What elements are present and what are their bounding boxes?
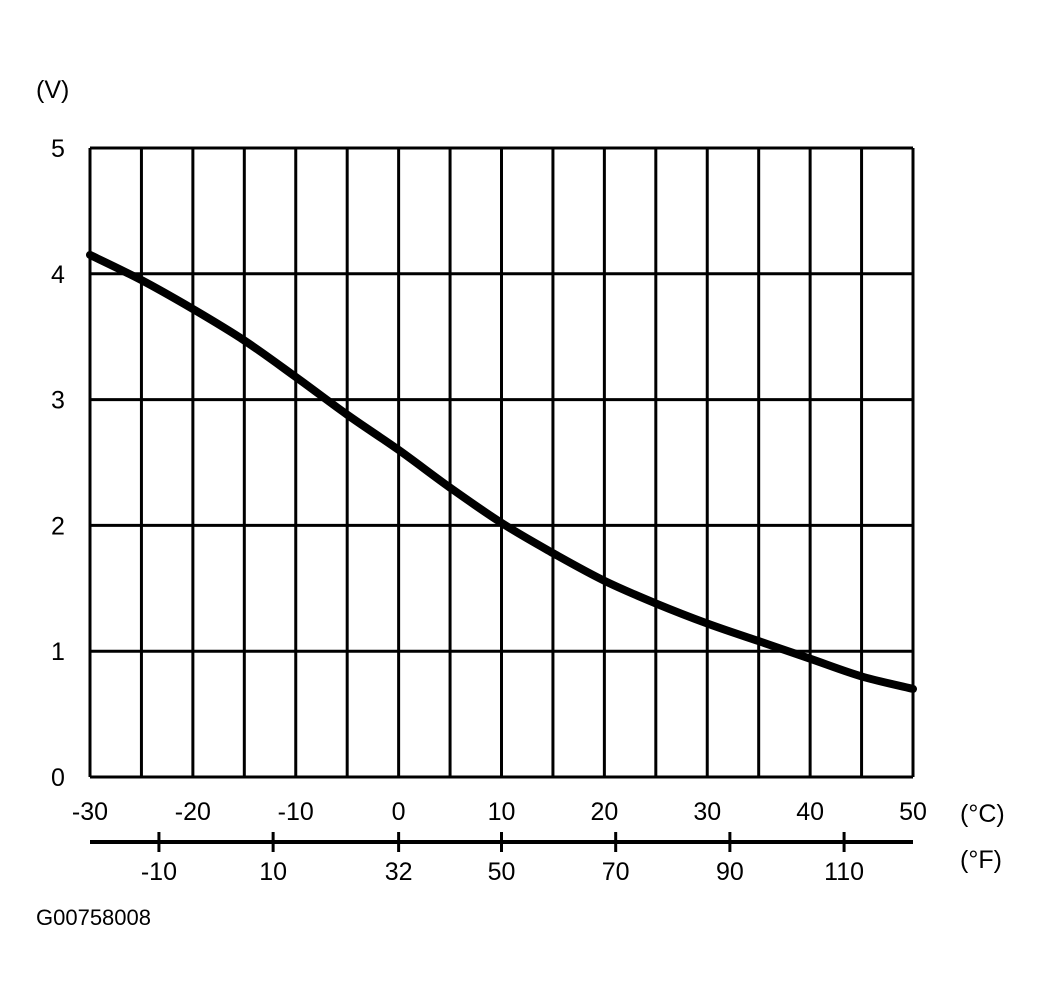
x-tick-label-celsius: -20	[175, 798, 211, 826]
x-tick-label-celsius: 30	[693, 798, 721, 826]
x-axis-label-fahrenheit: (°F)	[960, 846, 1002, 874]
grid	[88, 146, 915, 779]
x-tick-label-celsius: 0	[392, 798, 406, 826]
x-tick-label-fahrenheit: 110	[824, 858, 864, 886]
x-tick-label-fahrenheit: 10	[259, 858, 287, 886]
x-tick-label-fahrenheit: 90	[716, 858, 744, 886]
y-tick-label: 5	[51, 135, 65, 163]
x-tick-label-fahrenheit: 70	[602, 858, 630, 886]
x-tick-label-celsius: 10	[488, 798, 516, 826]
figure-code: G00758008	[36, 905, 151, 930]
y-axis-label: (V)	[36, 76, 69, 104]
voltage-curve	[86, 250, 917, 693]
x-tick-label-fahrenheit: -10	[141, 858, 177, 886]
x-tick-label-celsius: 20	[590, 798, 618, 826]
y-tick-label: 4	[51, 261, 65, 289]
y-tick-label: 2	[51, 512, 65, 540]
y-tick-label: 3	[51, 387, 65, 415]
x-tick-label-fahrenheit: 32	[385, 858, 413, 886]
y-tick-labels: 0 1 2 3 4 5	[51, 135, 65, 792]
x-tick-label-fahrenheit: 50	[488, 858, 516, 886]
x-tick-label-celsius: -30	[72, 798, 108, 826]
x-tick-label-celsius: -10	[278, 798, 314, 826]
y-tick-label: 1	[51, 638, 65, 666]
x-tick-label-celsius: 40	[796, 798, 824, 826]
x-axis-label-celsius: (°C)	[960, 800, 1005, 828]
x-tick-labels: -30 -20 -10 0 10 20 30 40 50	[72, 798, 927, 826]
x-tick-label-celsius: 50	[899, 798, 927, 826]
fahrenheit-axis: -10 10 32 50 70 90 110	[90, 832, 913, 886]
y-tick-label: 0	[51, 764, 65, 792]
